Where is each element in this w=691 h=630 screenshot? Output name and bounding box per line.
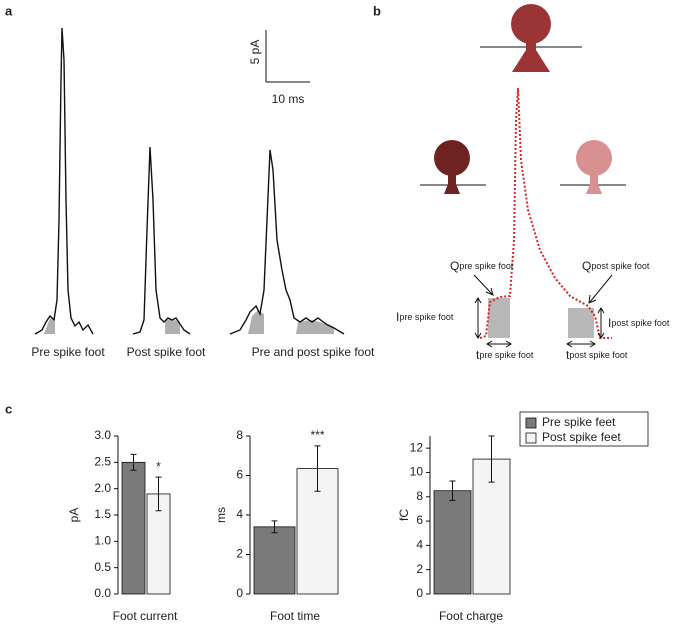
y-tick-label: 6: [416, 513, 423, 527]
y-tick-label: 2.0: [94, 481, 111, 495]
sub: pre spike foot: [479, 350, 534, 360]
main: I: [608, 316, 611, 330]
neuron: [420, 140, 486, 194]
legend-frame: [519, 411, 649, 447]
foot-box: [568, 308, 594, 338]
error-bar: [449, 480, 456, 501]
error-bar: [155, 476, 162, 512]
foot-shade: [165, 319, 180, 334]
label-i-post: Ipost spike foot: [608, 316, 670, 330]
x-axis-label: Foot charge: [439, 609, 503, 623]
y-axis-label: pA: [67, 508, 81, 523]
label-i-pre: Ipre spike foot: [396, 310, 454, 324]
bar: [121, 461, 146, 595]
sub: pre spike foot: [459, 261, 514, 271]
trace-label: Pre and post spike foot: [252, 345, 375, 359]
foot-shade: [44, 318, 55, 334]
sub: pre spike foot: [399, 312, 454, 322]
y-tick-label: 2.5: [94, 455, 111, 469]
y-tick-label: 0: [236, 586, 243, 600]
legend-swatch: [525, 417, 537, 429]
error-bar: [314, 445, 321, 492]
main: Q: [450, 259, 459, 273]
error-bar: [271, 520, 278, 534]
scale-label: 5 pA: [248, 40, 262, 65]
y-tick-label: 0.5: [94, 560, 111, 574]
y-axis-label: fC: [397, 509, 411, 521]
bar: [433, 490, 472, 595]
panel-label: c: [5, 401, 12, 416]
sub: post spike foot: [569, 350, 628, 360]
main: Q: [582, 259, 591, 273]
scale-label: 10 ms: [272, 92, 305, 106]
neuron: [560, 140, 626, 194]
y-tick-label: 4: [416, 538, 423, 552]
label-t-pre: tpre spike foot: [476, 348, 534, 362]
error-bar: [130, 453, 137, 471]
label-q-post: Qpost spike foot: [582, 259, 650, 273]
significance: *: [156, 459, 161, 473]
neuron: [480, 4, 582, 72]
panel-label: a: [5, 3, 13, 18]
significance: ***: [310, 428, 324, 442]
y-tick-label: 6: [236, 468, 243, 482]
x-axis-label: Foot time: [270, 609, 320, 623]
main: t: [476, 348, 480, 362]
bar: [253, 526, 296, 595]
trace-label: Post spike foot: [127, 345, 206, 359]
traces: [34, 27, 345, 335]
main: I: [396, 310, 399, 324]
y-tick-label: 12: [410, 440, 424, 454]
y-tick-label: 0.0: [94, 586, 111, 600]
y-tick-label: 10: [410, 465, 424, 479]
legend-swatch: [525, 432, 537, 444]
trace: [132, 146, 191, 335]
y-tick-label: 2: [416, 562, 423, 576]
y-tick-label: 1.5: [94, 507, 111, 521]
main: t: [566, 348, 570, 362]
trace: [229, 149, 345, 335]
y-tick-label: 1.0: [94, 534, 111, 548]
y-tick-label: 3.0: [94, 428, 111, 442]
sub: post spike foot: [591, 261, 650, 271]
error-bar: [488, 435, 495, 483]
sub: post spike foot: [611, 318, 670, 328]
arrows: [473, 274, 613, 348]
y-tick-label: 2: [236, 547, 243, 561]
y-tick-label: 4: [236, 507, 243, 521]
y-tick-label: 8: [416, 489, 423, 503]
foot-box: [488, 298, 510, 338]
x-axis-label: Foot current: [113, 609, 178, 623]
y-axis-label: ms: [214, 507, 228, 523]
y-tick-label: 8: [236, 428, 243, 442]
label-t-post: tpost spike foot: [566, 348, 628, 362]
foot-shade: [248, 310, 334, 334]
legend-label: Pre spike feet: [542, 415, 616, 429]
trace: [34, 27, 94, 335]
trace-label: Pre spike foot: [31, 345, 105, 359]
legend-label: Post spike feet: [542, 430, 621, 444]
panel-label: b: [373, 3, 381, 18]
model-curve: [479, 87, 612, 339]
label-q-pre: Qpre spike foot: [450, 259, 514, 273]
y-tick-label: 0: [416, 586, 423, 600]
